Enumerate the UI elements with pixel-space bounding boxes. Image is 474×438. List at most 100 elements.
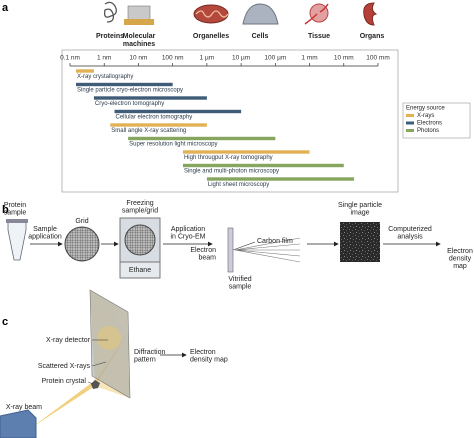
undefined: Protein [4,202,26,209]
organelle-detail [195,10,229,18]
legend-swatch [406,114,414,117]
x-tick-label: 100 mm [366,55,389,62]
undefined: Computerized [388,226,432,233]
protein-icon [103,1,117,23]
undefined: Sample [33,226,57,233]
undefined: density map [190,356,228,363]
bar-label: Light sheet microscopy [208,182,269,188]
panel-label: a [2,2,9,14]
scale-label: machines [123,41,155,48]
undefined: sample [229,283,252,290]
undefined: sample [4,209,27,216]
scale-label: Proteins [96,33,124,40]
legend-label: Photons [417,128,439,134]
bar-label: Single and multi-photon microscopy [184,169,279,175]
crystal [91,380,100,389]
diffraction-spot [97,326,121,350]
x-tick-label: 10 µm [232,55,250,62]
undefined: Ethane [129,267,151,274]
undefined: image [350,209,369,216]
panel-label: c [2,316,8,328]
undefined: Electron [190,247,216,254]
legend-box [402,102,471,139]
scale-label: Molecular [123,33,156,40]
undefined: analysis [397,233,423,240]
undefined: map [453,263,467,270]
undefined: Scattered X-rays [38,363,91,370]
bar-label: Single particle cryo-electron microscopy [77,88,183,94]
x-tick-label: 10 mm [334,55,354,62]
organelle-icon [193,4,229,24]
range-bar [76,69,94,73]
machine-icon [124,5,154,25]
undefined: Freezing [126,200,153,207]
undefined: Single particle [338,202,382,209]
undefined: in Cryo-EM [170,233,205,240]
diagram-b-shapes [6,217,441,279]
undefined: Electron [190,349,216,356]
bar-label: High througput X-ray tomography [184,155,273,161]
undefined: pattern [134,356,156,363]
x-tick-label: 1 nm [97,55,111,62]
bar-label: Small angle X-ray scattering [111,128,186,134]
undefined: Vitrified [228,276,251,283]
x-tick-label: 10 nm [129,55,147,62]
legend-swatch [406,129,414,132]
particle-image [340,222,380,262]
bar-label: Super resolution light microscopy [129,142,217,148]
tube-cap [6,219,28,223]
range-bar [182,150,310,154]
range-bar [76,82,173,87]
undefined: X-ray beam [6,404,42,411]
undefined: Grid [75,218,88,225]
undefined: Electron [447,248,473,255]
xray-source [0,409,37,438]
scale-label: Organs [360,33,385,40]
pointer [91,361,107,367]
x-tick-label: 100 nm [162,55,184,62]
tissue-icon [304,3,329,25]
range-bar [114,109,242,114]
undefined: sample/grid [122,207,158,214]
diagram-c-shapes [0,289,187,438]
carbon-pointer [232,241,256,251]
scale-icons [103,1,378,26]
grid-disc [64,226,100,262]
sample-column [227,227,234,273]
legend-label: X-rays [417,113,434,119]
range-bar [128,136,276,141]
range-bar [182,163,344,168]
organ-icon [363,2,378,26]
ethane-box [119,261,161,279]
x-tick-label: 1 mm [301,55,317,62]
tube [7,221,27,261]
range-bar [110,123,207,127]
bar-label: Cellular electron tomography [116,115,193,121]
scale-label: Tissue [308,33,330,40]
frozen-grid [124,224,156,256]
undefined: Diffraction [134,349,165,356]
undefined: Carbon film [257,238,293,245]
range-bar [93,96,207,100]
scale-label: Cells [252,33,269,40]
bar-label: Cryo-electron tomography [95,101,164,107]
undefined: Application [171,226,205,233]
undefined: application [28,233,62,240]
x-tick-label: 100 µm [264,55,286,62]
x-tick-label: 0.1 nm [60,55,80,62]
undefined: beam [198,254,216,261]
beam-lines [234,237,301,263]
pointer [87,381,94,385]
legend-label: Electrons [417,121,442,127]
undefined: Protein crystal [42,378,87,385]
scale-label: Organelles [193,33,229,40]
chart-frame [61,49,399,193]
cell-icon [242,3,279,25]
panel-label: b [2,204,9,216]
x-tick-label: 1 µm [200,55,215,62]
undefined: density [449,255,472,262]
undefined: X-ray detector [46,337,91,344]
range-bar [206,177,355,181]
legend-swatch [406,121,414,125]
